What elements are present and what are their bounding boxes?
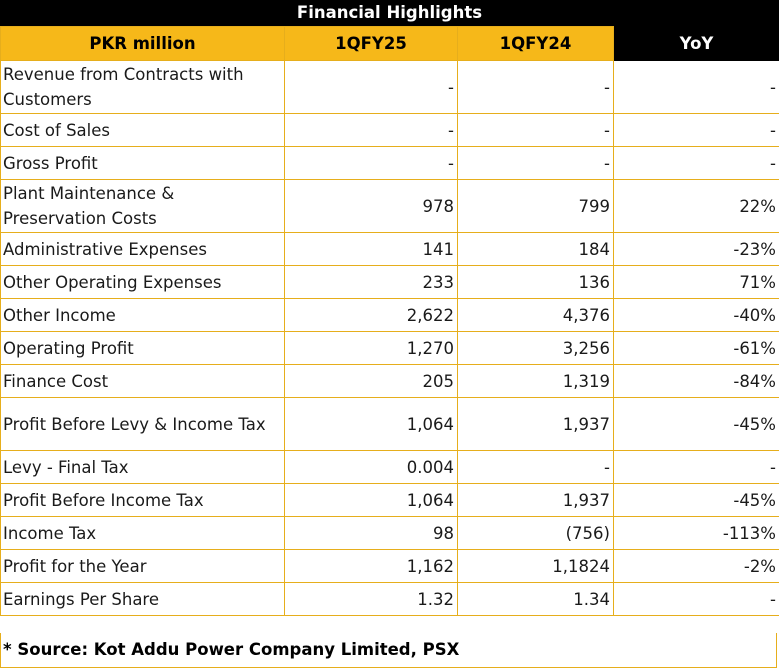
row-label: Earnings Per Share: [0, 582, 285, 616]
table-row: Profit Before Levy & Income Tax 1,064 1,93…: [0, 397, 779, 451]
row-label: Cost of Sales: [0, 113, 285, 147]
value-1qfy25: -: [284, 113, 458, 147]
value-1qfy24: 3,256: [457, 331, 614, 365]
value-yoy: -2%: [613, 549, 779, 583]
table-row: Revenue from Contracts with Customers - - -: [0, 60, 779, 114]
value-yoy: 22%: [613, 179, 779, 233]
table-row: Other Income 2,622 4,376 -40%: [0, 298, 779, 332]
value-yoy: 71%: [613, 265, 779, 299]
value-1qfy24: -: [457, 450, 614, 484]
table-body: Revenue from Contracts with Customers - - -…: [0, 60, 779, 616]
value-yoy: -45%: [613, 397, 779, 451]
table-row: Profit Before Income Tax 1,064 1,937 -45%: [0, 483, 779, 517]
table-row: Plant Maintenance & Preservation Costs 97…: [0, 179, 779, 233]
value-1qfy25: -: [284, 60, 458, 114]
value-1qfy24: 1,937: [457, 483, 614, 517]
header-1qfy25: 1QFY25: [284, 26, 458, 61]
row-label: Profit for the Year: [0, 549, 285, 583]
table-row: Earnings Per Share 1.32 1.34-: [0, 582, 779, 616]
value-1qfy24: -: [457, 60, 614, 114]
value-yoy: -45%: [613, 483, 779, 517]
value-1qfy25: 1,270: [284, 331, 458, 365]
value-1qfy25: 98: [284, 516, 458, 550]
value-yoy: -: [613, 113, 779, 147]
value-1qfy25: 1,162: [284, 549, 458, 583]
row-label: Profit Before Levy & Income Tax: [0, 397, 285, 451]
row-label: Gross Profit: [0, 146, 285, 180]
value-1qfy24: (756): [457, 516, 614, 550]
value-yoy: -113%: [613, 516, 779, 550]
table-row: Gross Profit - - -: [0, 146, 779, 180]
row-label: Levy - Final Tax: [0, 450, 285, 484]
value-1qfy24: -: [457, 113, 614, 147]
table-row: Operating Profit 1,270 3,256 -61%: [0, 331, 779, 365]
row-label: Administrative Expenses: [0, 232, 285, 266]
value-1qfy25: 233: [284, 265, 458, 299]
row-label: Profit Before Income Tax: [0, 483, 285, 517]
table-row: Finance Cost 205 1,319 -84%: [0, 364, 779, 398]
table-row: Income Tax 98 (756) -113%: [0, 516, 779, 550]
value-1qfy25: 141: [284, 232, 458, 266]
value-1qfy24: 184: [457, 232, 614, 266]
value-1qfy24: 1,319: [457, 364, 614, 398]
table-row: Profit for the Year 1,162 1,1824 -2%: [0, 549, 779, 583]
value-1qfy25: 2,622: [284, 298, 458, 332]
value-yoy: -84%: [613, 364, 779, 398]
table-row: Levy - Final Tax 0.004- -: [0, 450, 779, 484]
value-yoy: -: [613, 60, 779, 114]
table-row: Cost of Sales - - -: [0, 113, 779, 147]
header-1qfy24: 1QFY24: [457, 26, 614, 61]
value-1qfy25: 1.32: [284, 582, 458, 616]
value-1qfy24: 799: [457, 179, 614, 233]
value-1qfy24: 1.34: [457, 582, 614, 616]
value-1qfy25: 0.004: [284, 450, 458, 484]
value-yoy: -: [613, 582, 779, 616]
value-1qfy24: 4,376: [457, 298, 614, 332]
value-yoy: -: [613, 450, 779, 484]
value-1qfy25: 1,064: [284, 483, 458, 517]
value-1qfy25: -: [284, 146, 458, 180]
table-row: Other Operating Expenses 233 136 71%: [0, 265, 779, 299]
row-label: Revenue from Contracts with Customers: [0, 60, 285, 114]
source-note: * Source: Kot Addu Power Company Limited…: [0, 633, 777, 668]
value-1qfy24: 1,937: [457, 397, 614, 451]
row-label: Other Operating Expenses: [0, 265, 285, 299]
header-yoy: YoY: [613, 26, 779, 61]
value-1qfy24: 136: [457, 265, 614, 299]
row-label: Plant Maintenance & Preservation Costs: [0, 179, 285, 233]
value-yoy: -40%: [613, 298, 779, 332]
row-label: Income Tax: [0, 516, 285, 550]
value-1qfy25: 1,064: [284, 397, 458, 451]
table-row: Administrative Expenses 141 184 -23%: [0, 232, 779, 266]
row-label: Operating Profit: [0, 331, 285, 365]
header-pkr-million: PKR million: [0, 26, 285, 61]
table-title: Financial Highlights: [0, 0, 779, 26]
value-1qfy24: 1,1824: [457, 549, 614, 583]
row-label: Finance Cost: [0, 364, 285, 398]
value-yoy: -61%: [613, 331, 779, 365]
row-label: Other Income: [0, 298, 285, 332]
value-yoy: -23%: [613, 232, 779, 266]
value-1qfy25: 978: [284, 179, 458, 233]
header-row: PKR million 1QFY25 1QFY24 YoY: [0, 26, 779, 61]
financial-table: PKR million 1QFY25 1QFY24 YoY Revenue fr…: [0, 26, 779, 616]
value-1qfy24: -: [457, 146, 614, 180]
value-yoy: -: [613, 146, 779, 180]
value-1qfy25: 205: [284, 364, 458, 398]
